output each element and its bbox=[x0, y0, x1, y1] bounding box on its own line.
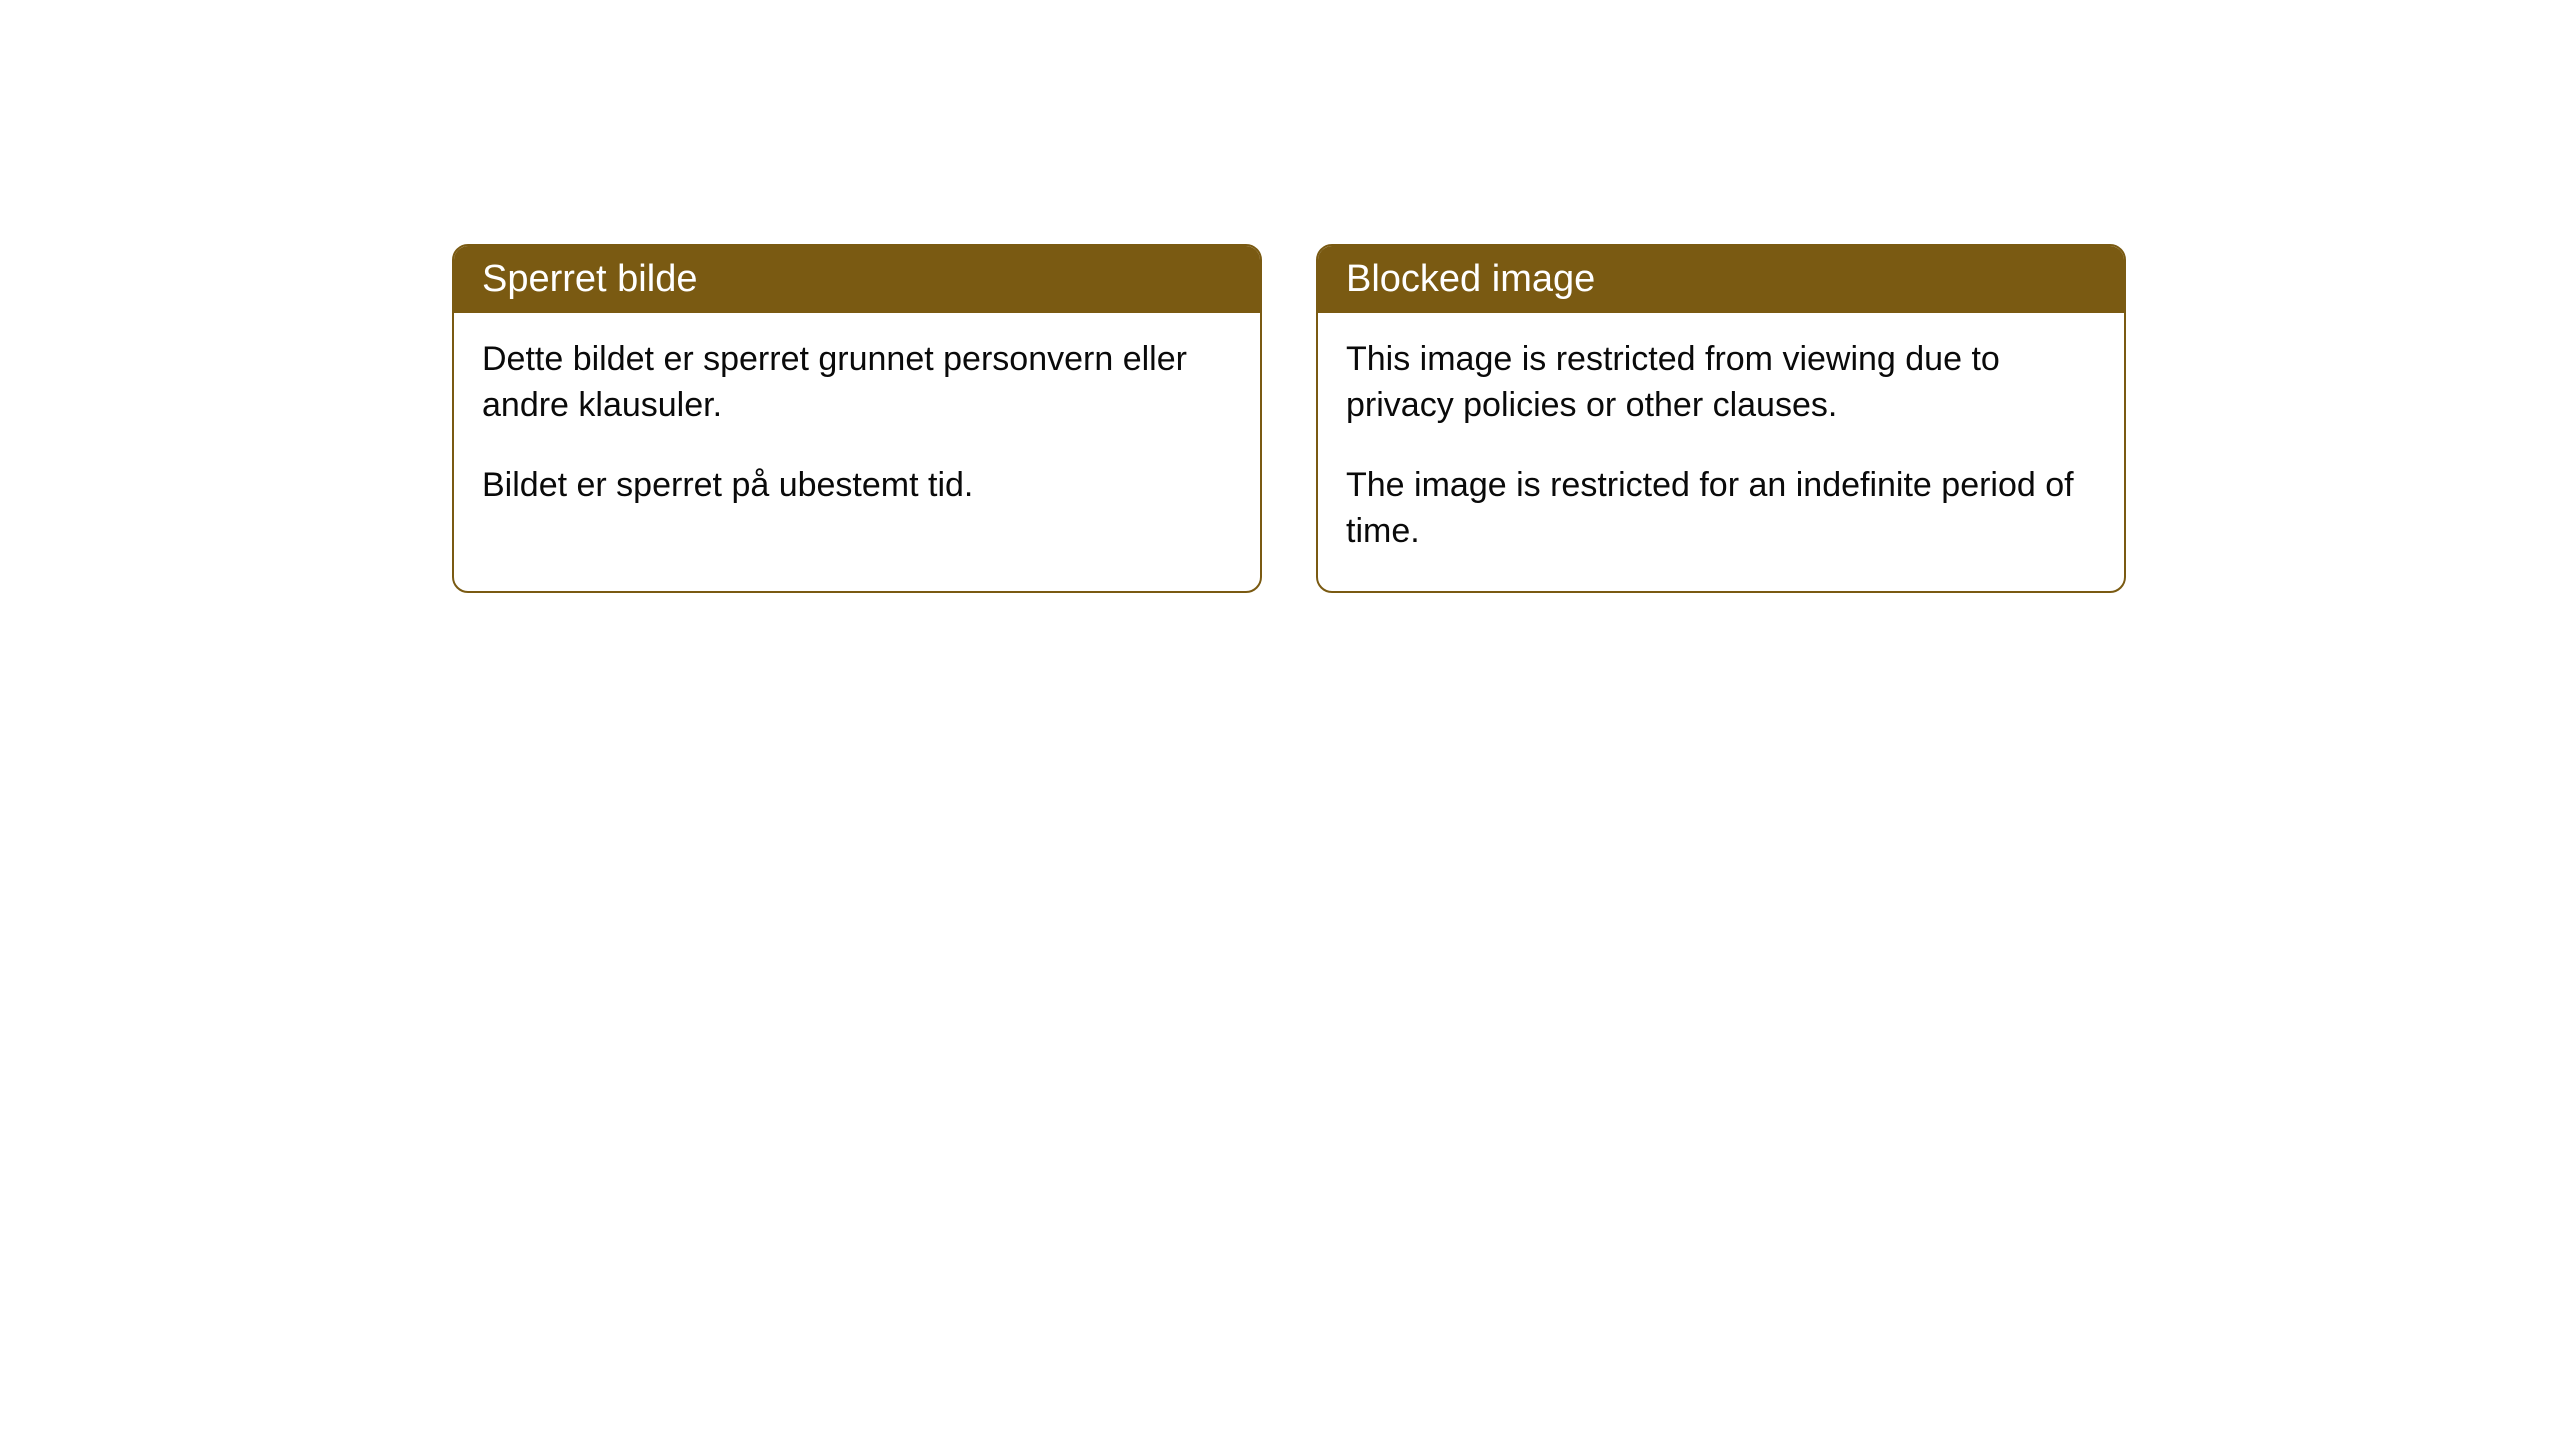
card-paragraph: This image is restricted from viewing du… bbox=[1346, 337, 2096, 429]
card-title: Sperret bilde bbox=[482, 258, 697, 300]
card-paragraph: Bildet er sperret på ubestemt tid. bbox=[482, 463, 1232, 509]
card-body: This image is restricted from viewing du… bbox=[1318, 313, 2124, 591]
card-header: Sperret bilde bbox=[454, 246, 1260, 313]
card-body: Dette bildet er sperret grunnet personve… bbox=[454, 313, 1260, 545]
card-paragraph: The image is restricted for an indefinit… bbox=[1346, 463, 2096, 555]
message-cards-container: Sperret bilde Dette bildet er sperret gr… bbox=[452, 244, 2126, 593]
card-header: Blocked image bbox=[1318, 246, 2124, 313]
card-paragraph: Dette bildet er sperret grunnet personve… bbox=[482, 337, 1232, 429]
blocked-image-card-english: Blocked image This image is restricted f… bbox=[1316, 244, 2126, 593]
card-title: Blocked image bbox=[1346, 258, 1595, 300]
blocked-image-card-norwegian: Sperret bilde Dette bildet er sperret gr… bbox=[452, 244, 1262, 593]
